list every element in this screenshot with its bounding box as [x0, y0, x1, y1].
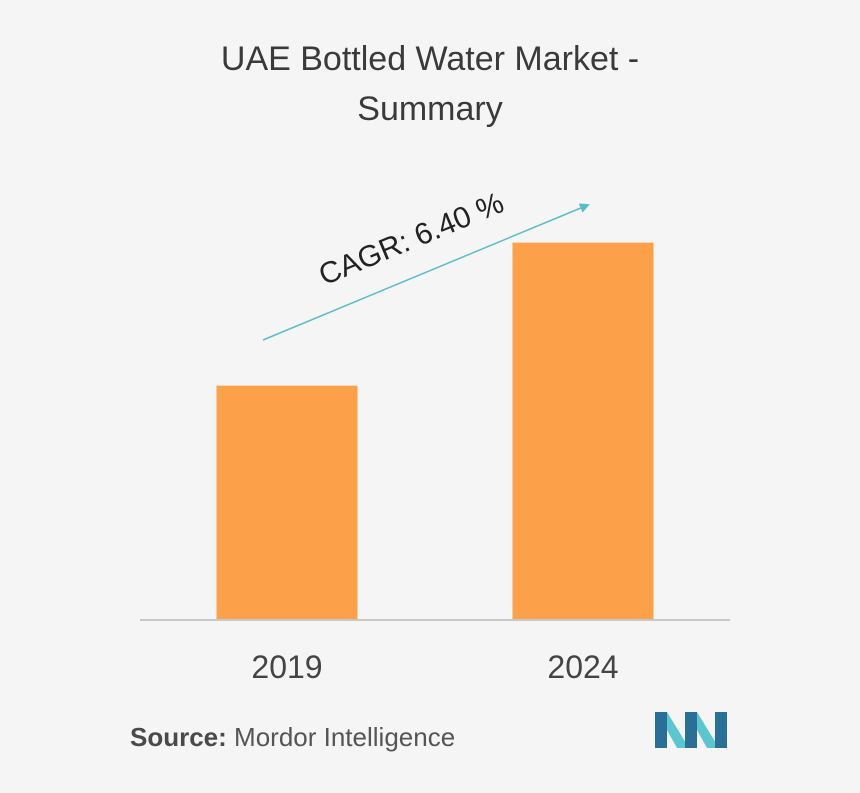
x-tick-label-2019: 2019	[251, 649, 322, 685]
x-tick-label-2024: 2024	[547, 649, 618, 685]
cagr-annotation: CAGR: 6.40 %	[314, 186, 508, 292]
mordor-intelligence-logo-icon	[655, 712, 727, 748]
cagr-arrow	[262, 203, 590, 341]
chart-title: UAE Bottled Water Market - Summary	[0, 34, 860, 134]
source-note: Source: Mordor Intelligence	[130, 722, 455, 753]
bar-2019	[216, 385, 358, 619]
source-label: Source:	[130, 722, 227, 752]
source-text: Mordor Intelligence	[234, 722, 456, 752]
chart-title-line-2: Summary	[357, 90, 503, 128]
chart-title-line-1: UAE Bottled Water Market -	[220, 40, 640, 78]
bar-2024	[512, 242, 654, 620]
